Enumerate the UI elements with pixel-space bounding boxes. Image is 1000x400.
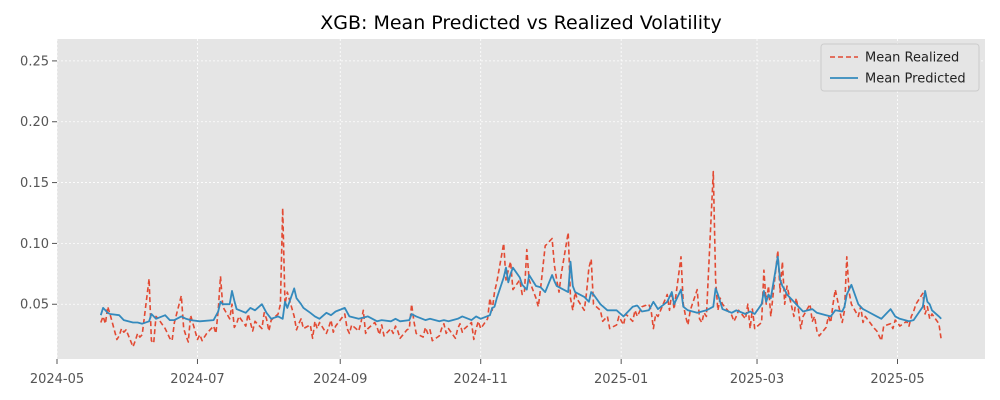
y-tick-label: 0.05 [20, 298, 49, 313]
x-tick-label: 2025-03 [730, 372, 784, 387]
y-tick-label: 0.20 [20, 115, 49, 130]
chart-title: XGB: Mean Predicted vs Realized Volatili… [320, 12, 722, 34]
x-tick-label: 2024-11 [454, 372, 508, 387]
legend-box [820, 43, 980, 92]
axes: 0.05 0.10 0.15 0.20 0.25 2024-05 2024-07 2024-0… [20, 54, 925, 387]
y-tick-label: 0.15 [20, 176, 49, 191]
plot-area [57, 39, 985, 359]
series-line-realized [100, 170, 942, 348]
legend: Mean Realized Mean Predicted [820, 43, 980, 92]
legend-label-realized: Mean Realized [865, 51, 959, 66]
series-line-predicted [99, 255, 942, 325]
x-tick-label: 2024-05 [30, 372, 84, 387]
y-tick-label: 0.10 [20, 237, 49, 252]
x-tick-label: 2024-09 [313, 372, 367, 387]
y-tick-label: 0.25 [20, 54, 49, 69]
series-group [99, 170, 942, 348]
legend-label-predicted: Mean Predicted [865, 72, 966, 87]
x-tick-label: 2025-05 [870, 372, 924, 387]
grid [56, 39, 985, 359]
x-tick-label: 2025-01 [594, 372, 648, 387]
x-tick-label: 2024-07 [170, 372, 224, 387]
